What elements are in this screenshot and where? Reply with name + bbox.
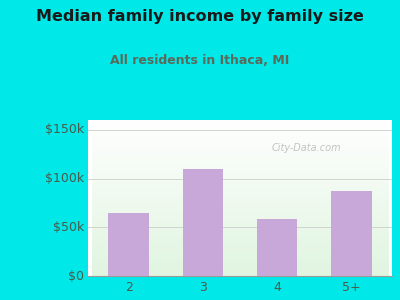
Text: City-Data.com: City-Data.com (272, 143, 342, 153)
Bar (108, 213, 149, 276)
Bar (331, 191, 372, 276)
Text: Median family income by family size: Median family income by family size (36, 9, 364, 24)
Bar (257, 219, 298, 276)
Bar (182, 169, 223, 276)
Text: All residents in Ithaca, MI: All residents in Ithaca, MI (110, 54, 290, 67)
Text: $150k: $150k (45, 123, 84, 136)
Text: $50k: $50k (53, 221, 84, 234)
Text: $100k: $100k (45, 172, 84, 185)
Text: $0: $0 (68, 269, 84, 283)
